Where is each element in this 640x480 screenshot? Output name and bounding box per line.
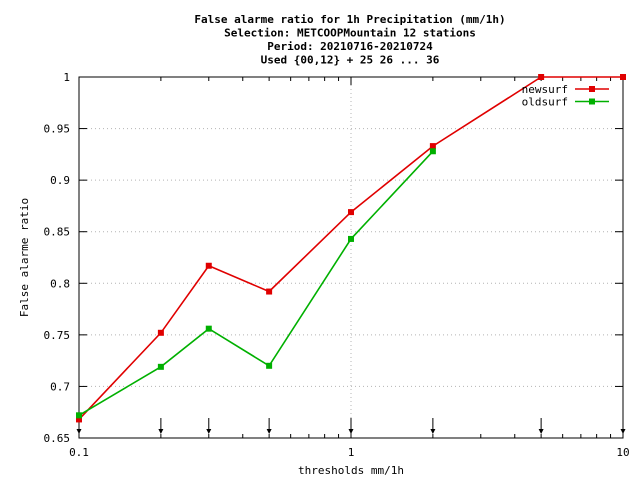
threshold-marker-head xyxy=(348,429,354,434)
legend-item-newsurf: newsurf xyxy=(522,83,609,96)
y-tick-label: 0.7 xyxy=(50,380,70,393)
y-tick-label: 0.75 xyxy=(44,329,71,342)
data-point-oldsurf xyxy=(429,148,436,155)
x-axis-label: thresholds mm/1h xyxy=(298,464,404,477)
series-line-oldsurf xyxy=(78,150,434,416)
threshold-marker-head xyxy=(620,429,626,434)
series-oldsurf xyxy=(76,148,436,419)
threshold-marker-head xyxy=(266,429,272,434)
grid xyxy=(79,77,623,438)
data-point-newsurf xyxy=(205,262,212,269)
threshold-marker-head xyxy=(206,429,212,434)
y-tick-label: 0.95 xyxy=(44,123,71,136)
data-point-newsurf xyxy=(157,329,164,336)
data-point-newsurf xyxy=(429,143,436,150)
data-point-oldsurf xyxy=(348,235,354,242)
data-point-newsurf xyxy=(620,74,626,80)
x-axis: 0.1 1 10 xyxy=(69,77,630,459)
series-line-newsurf xyxy=(78,76,623,420)
threshold-marker-head xyxy=(158,429,164,434)
threshold-marker-head xyxy=(430,429,436,434)
legend-label: newsurf xyxy=(522,83,568,96)
y-axis-label: False alarme ratio xyxy=(18,198,31,317)
title-line-4: Used {00,12} + 25 26 ... 36 xyxy=(261,54,440,67)
data-point-newsurf xyxy=(266,288,273,295)
data-point-oldsurf xyxy=(157,363,164,370)
legend-marker xyxy=(589,98,595,105)
threshold-marker-head xyxy=(76,429,82,434)
series-newsurf xyxy=(76,74,626,423)
title-line-1: False alarme ratio for 1h Precipitation … xyxy=(194,13,505,26)
y-tick-label: 0.8 xyxy=(50,277,70,290)
x-tick-label: 1 xyxy=(348,446,355,459)
y-tick-label: 0.85 xyxy=(44,226,71,239)
x-tick-label: 0.1 xyxy=(69,446,89,459)
threshold-markers xyxy=(76,418,626,434)
data-point-oldsurf xyxy=(205,325,212,332)
y-tick-label: 0.9 xyxy=(50,174,70,187)
data-point-newsurf xyxy=(348,209,354,216)
threshold-marker-head xyxy=(538,429,544,434)
legend-item-oldsurf: oldsurf xyxy=(522,96,609,109)
title-line-2: Selection: METCOOPMountain 12 stations xyxy=(224,27,476,40)
series xyxy=(76,74,626,423)
legend-label: oldsurf xyxy=(522,96,568,109)
y-tick-label: 0.65 xyxy=(44,432,71,445)
x-tick-label: 10 xyxy=(616,446,629,459)
data-point-newsurf xyxy=(538,74,545,80)
data-point-oldsurf xyxy=(266,362,273,369)
legend-marker xyxy=(589,86,595,92)
y-tick-label: 1 xyxy=(63,71,70,84)
data-point-oldsurf xyxy=(76,412,82,419)
chart-title: False alarme ratio for 1h Precipitation … xyxy=(194,13,505,67)
data-point-newsurf xyxy=(76,416,82,423)
y-axis: 0.65 0.7 0.75 0.8 0.85 0.9 0.95 1 xyxy=(44,71,623,445)
title-line-3: Period: 20210716-20210724 xyxy=(267,40,433,53)
